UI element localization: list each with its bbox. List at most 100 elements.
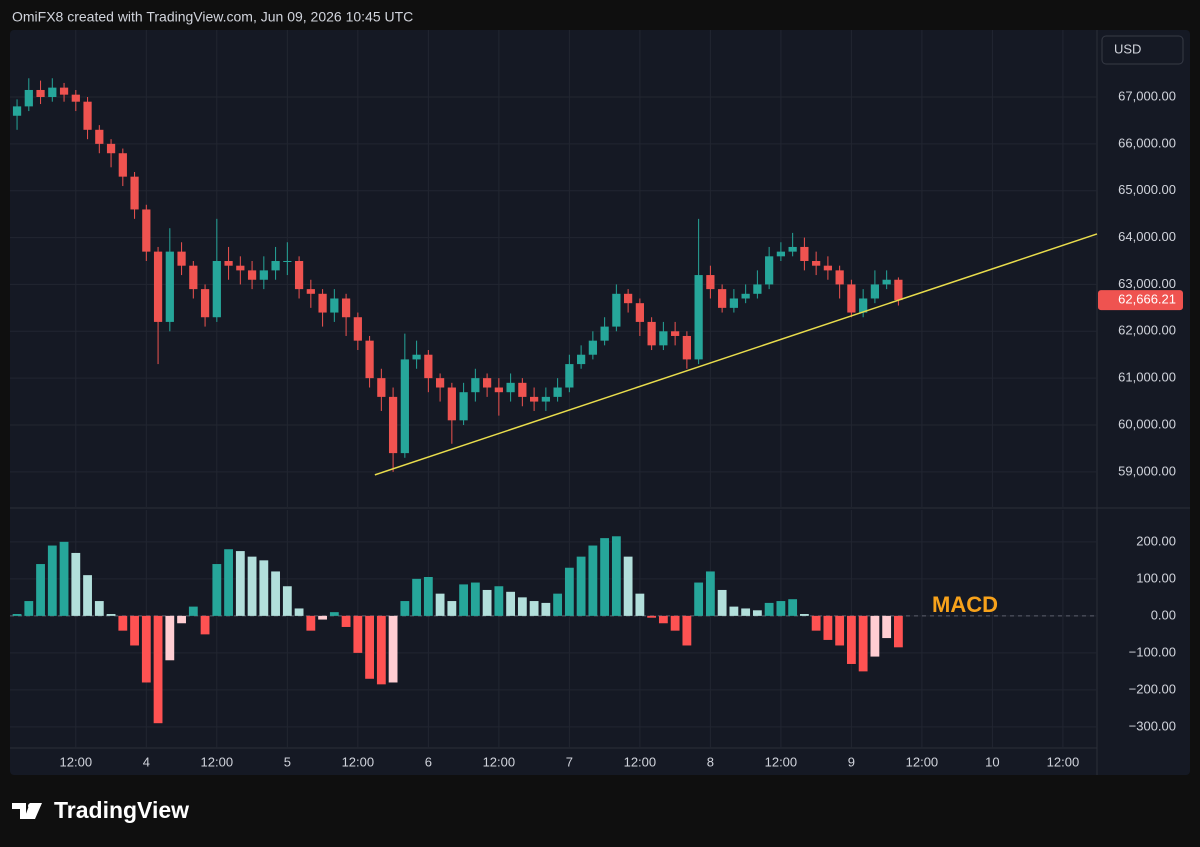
histogram-bar	[153, 615, 163, 724]
histogram-bar	[600, 538, 610, 616]
histogram-bar	[682, 615, 692, 646]
last-price-label: 62,666.21	[1118, 292, 1176, 307]
y-tick-label: 67,000.00	[1118, 88, 1176, 103]
x-tick-label: 12:00	[60, 754, 93, 769]
candle-body	[400, 359, 409, 454]
candle-body	[859, 298, 868, 313]
chart-area	[10, 30, 1190, 775]
x-tick-label: 6	[425, 754, 432, 769]
candle-body	[647, 321, 656, 346]
x-tick-label: 7	[566, 754, 573, 769]
candle-body	[95, 129, 104, 144]
candle-body	[788, 246, 797, 252]
histogram-bar	[846, 615, 856, 664]
candle-body	[553, 387, 562, 397]
histogram-bar	[623, 556, 633, 616]
y-tick-label: 66,000.00	[1118, 135, 1176, 150]
histogram-bar	[717, 589, 727, 616]
candle-body	[388, 396, 398, 454]
histogram-bar	[799, 614, 809, 616]
histogram-bar	[24, 601, 34, 616]
histogram-bar	[188, 606, 198, 616]
candle-body	[624, 293, 633, 304]
candle-body	[365, 340, 374, 379]
candle-body	[330, 298, 339, 313]
candle-body	[706, 275, 715, 290]
x-tick-label: 12:00	[624, 754, 657, 769]
histogram-bar	[576, 556, 586, 616]
candle-body	[48, 87, 57, 98]
histogram-bar	[459, 584, 469, 616]
currency-box[interactable]	[1101, 35, 1184, 65]
histogram-bar	[658, 615, 668, 624]
logo	[12, 803, 42, 819]
candle-body	[577, 354, 586, 365]
histogram-bar	[388, 615, 398, 683]
candle-body	[294, 261, 304, 290]
histogram-bar	[752, 610, 762, 616]
candle-body	[541, 396, 550, 402]
candle-body	[765, 256, 774, 285]
y-tick-label: −200.00	[1129, 681, 1176, 696]
histogram-bar	[647, 615, 657, 618]
y-tick-label: 63,000.00	[1118, 276, 1176, 291]
candle-body	[565, 364, 574, 388]
candle-body	[271, 261, 280, 271]
histogram-bar	[282, 586, 292, 616]
candle-body	[236, 265, 245, 271]
candle-body	[729, 298, 738, 308]
indicator-title: MACD	[932, 592, 998, 617]
y-tick-label: 64,000.00	[1118, 229, 1176, 244]
trendline	[374, 233, 1098, 476]
candle-body	[353, 317, 362, 341]
y-tick-label: −100.00	[1129, 644, 1176, 659]
candle-body	[318, 293, 327, 313]
histogram-bar	[435, 593, 445, 616]
histogram-bar	[553, 593, 563, 616]
histogram-bar	[94, 601, 104, 616]
x-tick-label: 12:00	[906, 754, 939, 769]
histogram-bar	[741, 608, 751, 616]
histogram-bar	[705, 571, 715, 616]
candle-body	[694, 275, 703, 360]
candle-body	[71, 94, 80, 102]
histogram-bar	[788, 599, 798, 616]
histogram-bar	[235, 551, 245, 616]
y-tick-label: 62,000.00	[1118, 323, 1176, 338]
y-tick-label: 60,000.00	[1118, 416, 1176, 431]
y-tick-label: 65,000.00	[1118, 182, 1176, 197]
x-tick-label: 5	[284, 754, 291, 769]
histogram-bar	[670, 615, 680, 631]
x-tick-label: 12:00	[1047, 754, 1080, 769]
histogram-bar	[893, 615, 903, 648]
candle-body	[165, 251, 174, 322]
candle-body	[823, 265, 833, 271]
candle-body	[12, 106, 22, 116]
candle-body	[118, 153, 127, 177]
candle-body	[753, 284, 762, 294]
x-tick-label: 12:00	[483, 754, 516, 769]
candle-body	[482, 378, 492, 388]
histogram-bar	[564, 567, 574, 616]
candle-body	[189, 265, 198, 290]
histogram-bar	[83, 575, 92, 616]
candle-body	[341, 298, 351, 318]
histogram-bar	[106, 614, 116, 616]
histogram-bar	[71, 552, 81, 616]
candle-body	[130, 176, 139, 210]
candle-body	[247, 270, 257, 280]
y-tick-label: 200.00	[1136, 533, 1176, 548]
currency[interactable]: USD	[1114, 41, 1141, 56]
brand: TradingView	[54, 797, 189, 823]
histogram-bar	[400, 601, 410, 616]
histogram-bar	[529, 601, 539, 616]
histogram-bar	[59, 541, 69, 616]
candle-body	[435, 378, 445, 388]
histogram-bar	[36, 564, 45, 616]
histogram-bar	[141, 615, 151, 683]
logo-dot	[28, 803, 34, 809]
histogram-bar	[259, 560, 269, 616]
candle-body	[529, 396, 539, 402]
candle-body	[671, 331, 680, 336]
